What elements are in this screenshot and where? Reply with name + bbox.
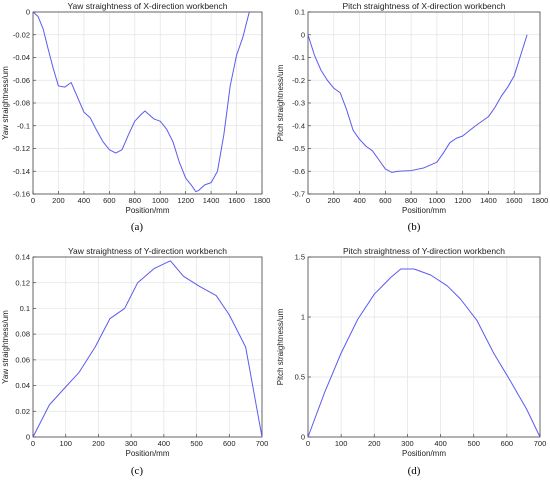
series-line bbox=[307, 268, 541, 438]
series-line bbox=[307, 34, 528, 173]
y-tick-label: 0 bbox=[26, 433, 30, 442]
x-tick-label: 400 bbox=[353, 196, 366, 205]
y-tick-label: 1 bbox=[301, 313, 305, 322]
y-tick-label: 0 bbox=[301, 433, 305, 442]
y-tick-label: 0.1 bbox=[295, 8, 305, 17]
y-tick-label: -0.5 bbox=[292, 144, 305, 153]
x-tick-label: 400 bbox=[434, 439, 447, 448]
x-axis-label: Position/mm bbox=[125, 206, 169, 215]
y-tick-label: -0.16 bbox=[13, 190, 30, 199]
x-tick-label: 200 bbox=[92, 439, 105, 448]
y-tick-label: 0.06 bbox=[15, 355, 30, 364]
y-tick-label: 0 bbox=[301, 30, 305, 39]
y-tick-label: 1.5 bbox=[295, 253, 305, 262]
y-tick-label: -0.02 bbox=[13, 30, 30, 39]
x-tick-label: 200 bbox=[368, 439, 381, 448]
x-axis-label: Position/mm bbox=[402, 206, 446, 215]
x-axis-label: Position/mm bbox=[125, 449, 169, 458]
y-tick-label: 0.5 bbox=[295, 373, 305, 382]
series-line bbox=[32, 11, 250, 193]
x-tick-label: 1200 bbox=[177, 196, 194, 205]
x-tick-label: 1000 bbox=[152, 196, 169, 205]
figure-caption: (d) bbox=[408, 465, 421, 477]
y-axis-label: Pitch straightness/um bbox=[276, 64, 285, 141]
chart-title: Pitch straightness of X-direction workbe… bbox=[343, 1, 506, 11]
x-tick-label: 1600 bbox=[506, 196, 523, 205]
x-tick-label: 100 bbox=[59, 439, 72, 448]
x-tick-label: 1800 bbox=[532, 196, 549, 205]
x-tick-label: 600 bbox=[103, 196, 116, 205]
x-tick-label: 200 bbox=[328, 196, 341, 205]
y-tick-label: 0.12 bbox=[15, 278, 30, 287]
y-axis-label: Pitch straightness/um bbox=[276, 308, 285, 385]
x-tick-label: 1200 bbox=[454, 196, 471, 205]
chart-title: Yaw straightness of Y-direction workbenc… bbox=[68, 246, 227, 256]
series-line bbox=[32, 260, 263, 438]
x-tick-label: 0 bbox=[306, 196, 310, 205]
y-tick-label: -0.7 bbox=[292, 190, 305, 199]
chart-panel-1: 0 200 400 600 800 1000 1200 1400 1600 1800 0 -0.02 -… bbox=[1, 1, 270, 233]
x-tick-label: 0 bbox=[31, 196, 35, 205]
y-tick-label: -0.04 bbox=[13, 53, 30, 62]
x-tick-label: 700 bbox=[534, 439, 547, 448]
chart-title: Pitch straightness of Y-direction workbe… bbox=[343, 246, 505, 256]
y-tick-label: 0 bbox=[26, 8, 30, 17]
plot-frame bbox=[32, 256, 263, 438]
y-tick-label: -0.08 bbox=[13, 99, 30, 108]
y-axis-label: Yaw straightness/um bbox=[1, 66, 10, 140]
x-tick-label: 700 bbox=[256, 439, 269, 448]
x-tick-label: 800 bbox=[129, 196, 142, 205]
figure-caption: (b) bbox=[408, 221, 421, 233]
x-tick-label: 600 bbox=[379, 196, 392, 205]
y-tick-label: -0.12 bbox=[13, 144, 30, 153]
y-tick-label: 0.14 bbox=[15, 253, 30, 262]
x-tick-label: 0 bbox=[31, 439, 35, 448]
x-tick-label: 500 bbox=[190, 439, 203, 448]
x-tick-label: 1000 bbox=[429, 196, 446, 205]
x-tick-label: 300 bbox=[401, 439, 414, 448]
y-tick-label: 0.1 bbox=[20, 304, 30, 313]
y-tick-label: -0.6 bbox=[292, 167, 305, 176]
y-tick-label: -0.14 bbox=[13, 167, 30, 176]
x-tick-label: 200 bbox=[52, 196, 65, 205]
chart-panel-2: 0 200 400 600 800 1000 1200 1400 1600 18000.10-0.… bbox=[276, 1, 548, 233]
x-tick-label: 0 bbox=[306, 439, 310, 448]
x-tick-label: 100 bbox=[335, 439, 348, 448]
y-axis-label: Yaw straightness/um bbox=[1, 310, 10, 384]
x-axis-label: Position/mm bbox=[402, 449, 446, 458]
y-tick-label: -0.2 bbox=[292, 76, 305, 85]
x-tick-label: 1400 bbox=[480, 196, 497, 205]
y-tick-label: -0.3 bbox=[292, 99, 305, 108]
plot-area bbox=[308, 257, 540, 437]
figure-caption: (c) bbox=[131, 465, 144, 477]
chart-title: Yaw straightness of X-direction workbenc… bbox=[67, 1, 227, 11]
x-tick-label: 1400 bbox=[203, 196, 220, 205]
y-tick-label: -0.4 bbox=[292, 121, 305, 130]
x-tick-label: 600 bbox=[223, 439, 236, 448]
y-tick-label: -0.1 bbox=[17, 121, 30, 130]
x-tick-label: 400 bbox=[78, 196, 91, 205]
x-tick-label: 300 bbox=[125, 439, 138, 448]
plot-area bbox=[33, 257, 262, 437]
y-tick-label: 0.08 bbox=[15, 330, 30, 339]
x-tick-label: 1800 bbox=[254, 196, 271, 205]
x-tick-label: 400 bbox=[158, 439, 171, 448]
x-tick-label: 500 bbox=[467, 439, 480, 448]
plot-frame bbox=[307, 256, 541, 438]
figure-caption: (a) bbox=[131, 221, 144, 233]
x-tick-label: 800 bbox=[405, 196, 418, 205]
x-tick-label: 600 bbox=[501, 439, 514, 448]
chart-panel-4: 0 100 200 300 400 500 600 700 0 0.5 1 1.5 Pitch stra… bbox=[276, 246, 546, 477]
x-tick-label: 1600 bbox=[228, 196, 245, 205]
y-tick-label: -0.06 bbox=[13, 76, 30, 85]
y-tick-label: 0.02 bbox=[15, 407, 30, 416]
y-tick-label: 0.04 bbox=[15, 381, 30, 390]
chart-panel-3: 0 100 200 300 400 500 600 700 0 0.02 0.04 0.06 0.08 0… bbox=[1, 246, 268, 477]
y-tick-label: -0.1 bbox=[292, 53, 305, 62]
